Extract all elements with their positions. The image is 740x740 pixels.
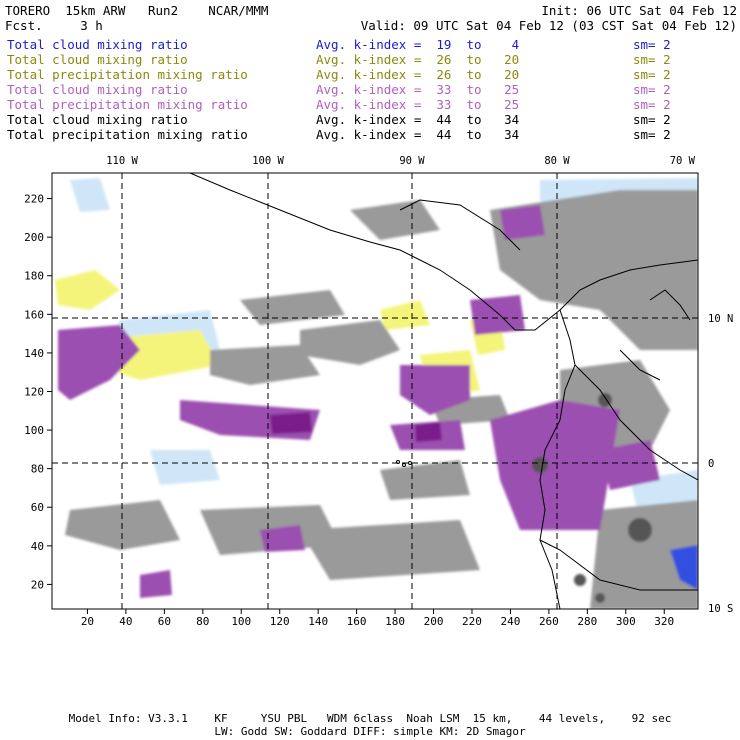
legend-index: Avg. k-index = 19 to 4 — [316, 37, 520, 52]
y-tick-label: 100 — [24, 424, 44, 437]
latitude-labels: 10 N 0 10 S — [708, 313, 733, 615]
x-tick-label: 20 — [81, 615, 94, 628]
x-tick-label: 60 — [158, 615, 171, 628]
x-tick-label: 120 — [270, 615, 290, 628]
legend-index: Avg. k-index = 33 to 25 — [316, 97, 520, 112]
legend-index: Avg. k-index = 26 to 20 — [316, 52, 520, 67]
y-tick-label: 80 — [31, 463, 44, 476]
longitude-labels: 110 W 100 W 90 W 80 W 70 W — [106, 155, 695, 167]
latitude-label: 10 S — [708, 603, 733, 615]
legend-sm: sm= 2 — [633, 97, 671, 112]
map-panel: 20 40 60 80 100 120 140 160 180 200 220 240 260 280 30… — [0, 150, 740, 630]
y-tick-label: 40 — [31, 540, 44, 553]
legend-sm: sm= 2 — [633, 127, 671, 142]
legend-index: Avg. k-index = 44 to 34 — [316, 112, 520, 127]
graticule — [52, 173, 698, 609]
valid-time: Valid: 09 UTC Sat 04 Feb 12 (03 CST Sat … — [360, 18, 737, 33]
legend-index: Avg. k-index = 33 to 25 — [316, 82, 520, 97]
longitude-label: 80 W — [544, 155, 570, 167]
x-axis-ticks: 20 40 60 80 100 120 140 160 180 200 220 240 260 280 30… — [81, 609, 674, 628]
longitude-label: 90 W — [399, 155, 425, 167]
coastline — [189, 173, 698, 609]
legend-index: Avg. k-index = 26 to 20 — [316, 67, 520, 82]
y-tick-label: 120 — [24, 385, 44, 398]
field-shading — [55, 178, 698, 609]
y-tick-label: 140 — [24, 347, 44, 360]
latitude-label: 0 — [708, 458, 714, 470]
y-tick-label: 180 — [24, 270, 44, 283]
x-tick-label: 260 — [539, 615, 559, 628]
legend-field: Total cloud mixing ratio — [7, 112, 188, 127]
legend-field: Total cloud mixing ratio — [7, 52, 188, 67]
header-title: TORERO 15km ARW Run2 NCAR/MMM — [5, 3, 269, 18]
legend-sm: sm= 2 — [633, 112, 671, 127]
legend-field: Total precipitation mixing ratio — [7, 67, 248, 82]
map-svg: 20 40 60 80 100 120 140 160 180 200 220 240 260 280 30… — [24, 155, 733, 628]
x-tick-label: 80 — [196, 615, 209, 628]
legend-sm: sm= 2 — [633, 82, 671, 97]
legend-sm: sm= 2 — [633, 52, 671, 67]
x-tick-label: 100 — [231, 615, 251, 628]
legend-index: Avg. k-index = 44 to 34 — [316, 127, 520, 142]
legend-field: Total precipitation mixing ratio — [7, 97, 248, 112]
x-tick-label: 180 — [385, 615, 405, 628]
model-info-line2: LW: Godd SW: Goddard DIFF: simple KM: 2D… — [214, 725, 526, 738]
legend-field: Total cloud mixing ratio — [7, 37, 188, 52]
x-tick-label: 320 — [654, 615, 674, 628]
x-tick-label: 40 — [119, 615, 132, 628]
x-tick-label: 200 — [424, 615, 444, 628]
x-tick-label: 140 — [308, 615, 328, 628]
legend-sm: sm= 2 — [633, 67, 671, 82]
y-tick-label: 200 — [24, 231, 44, 244]
x-tick-label: 160 — [347, 615, 367, 628]
latitude-label: 10 N — [708, 313, 733, 325]
x-tick-label: 240 — [500, 615, 520, 628]
longitude-label: 110 W — [106, 155, 138, 167]
y-tick-label: 160 — [24, 308, 44, 321]
y-tick-label: 20 — [31, 578, 44, 591]
y-axis-ticks: 20 40 60 80 100 120 140 160 180 200 220 — [24, 193, 52, 591]
y-tick-label: 220 — [24, 193, 44, 206]
longitude-label: 70 W — [670, 155, 696, 167]
x-tick-label: 280 — [577, 615, 597, 628]
model-info-line1: Model Info: V3.3.1 KF YSU PBL WDM 6class… — [68, 712, 672, 725]
legend-field: Total precipitation mixing ratio — [7, 127, 248, 142]
x-tick-label: 300 — [616, 615, 636, 628]
y-tick-label: 60 — [31, 501, 44, 514]
legend-field: Total cloud mixing ratio — [7, 82, 188, 97]
x-tick-label: 220 — [462, 615, 482, 628]
longitude-label: 100 W — [252, 155, 284, 167]
forecast-hour: Fcst. 3 h — [5, 18, 103, 33]
legend-sm: sm= 2 — [633, 37, 671, 52]
init-time: Init: 06 UTC Sat 04 Feb 12 — [541, 3, 737, 18]
